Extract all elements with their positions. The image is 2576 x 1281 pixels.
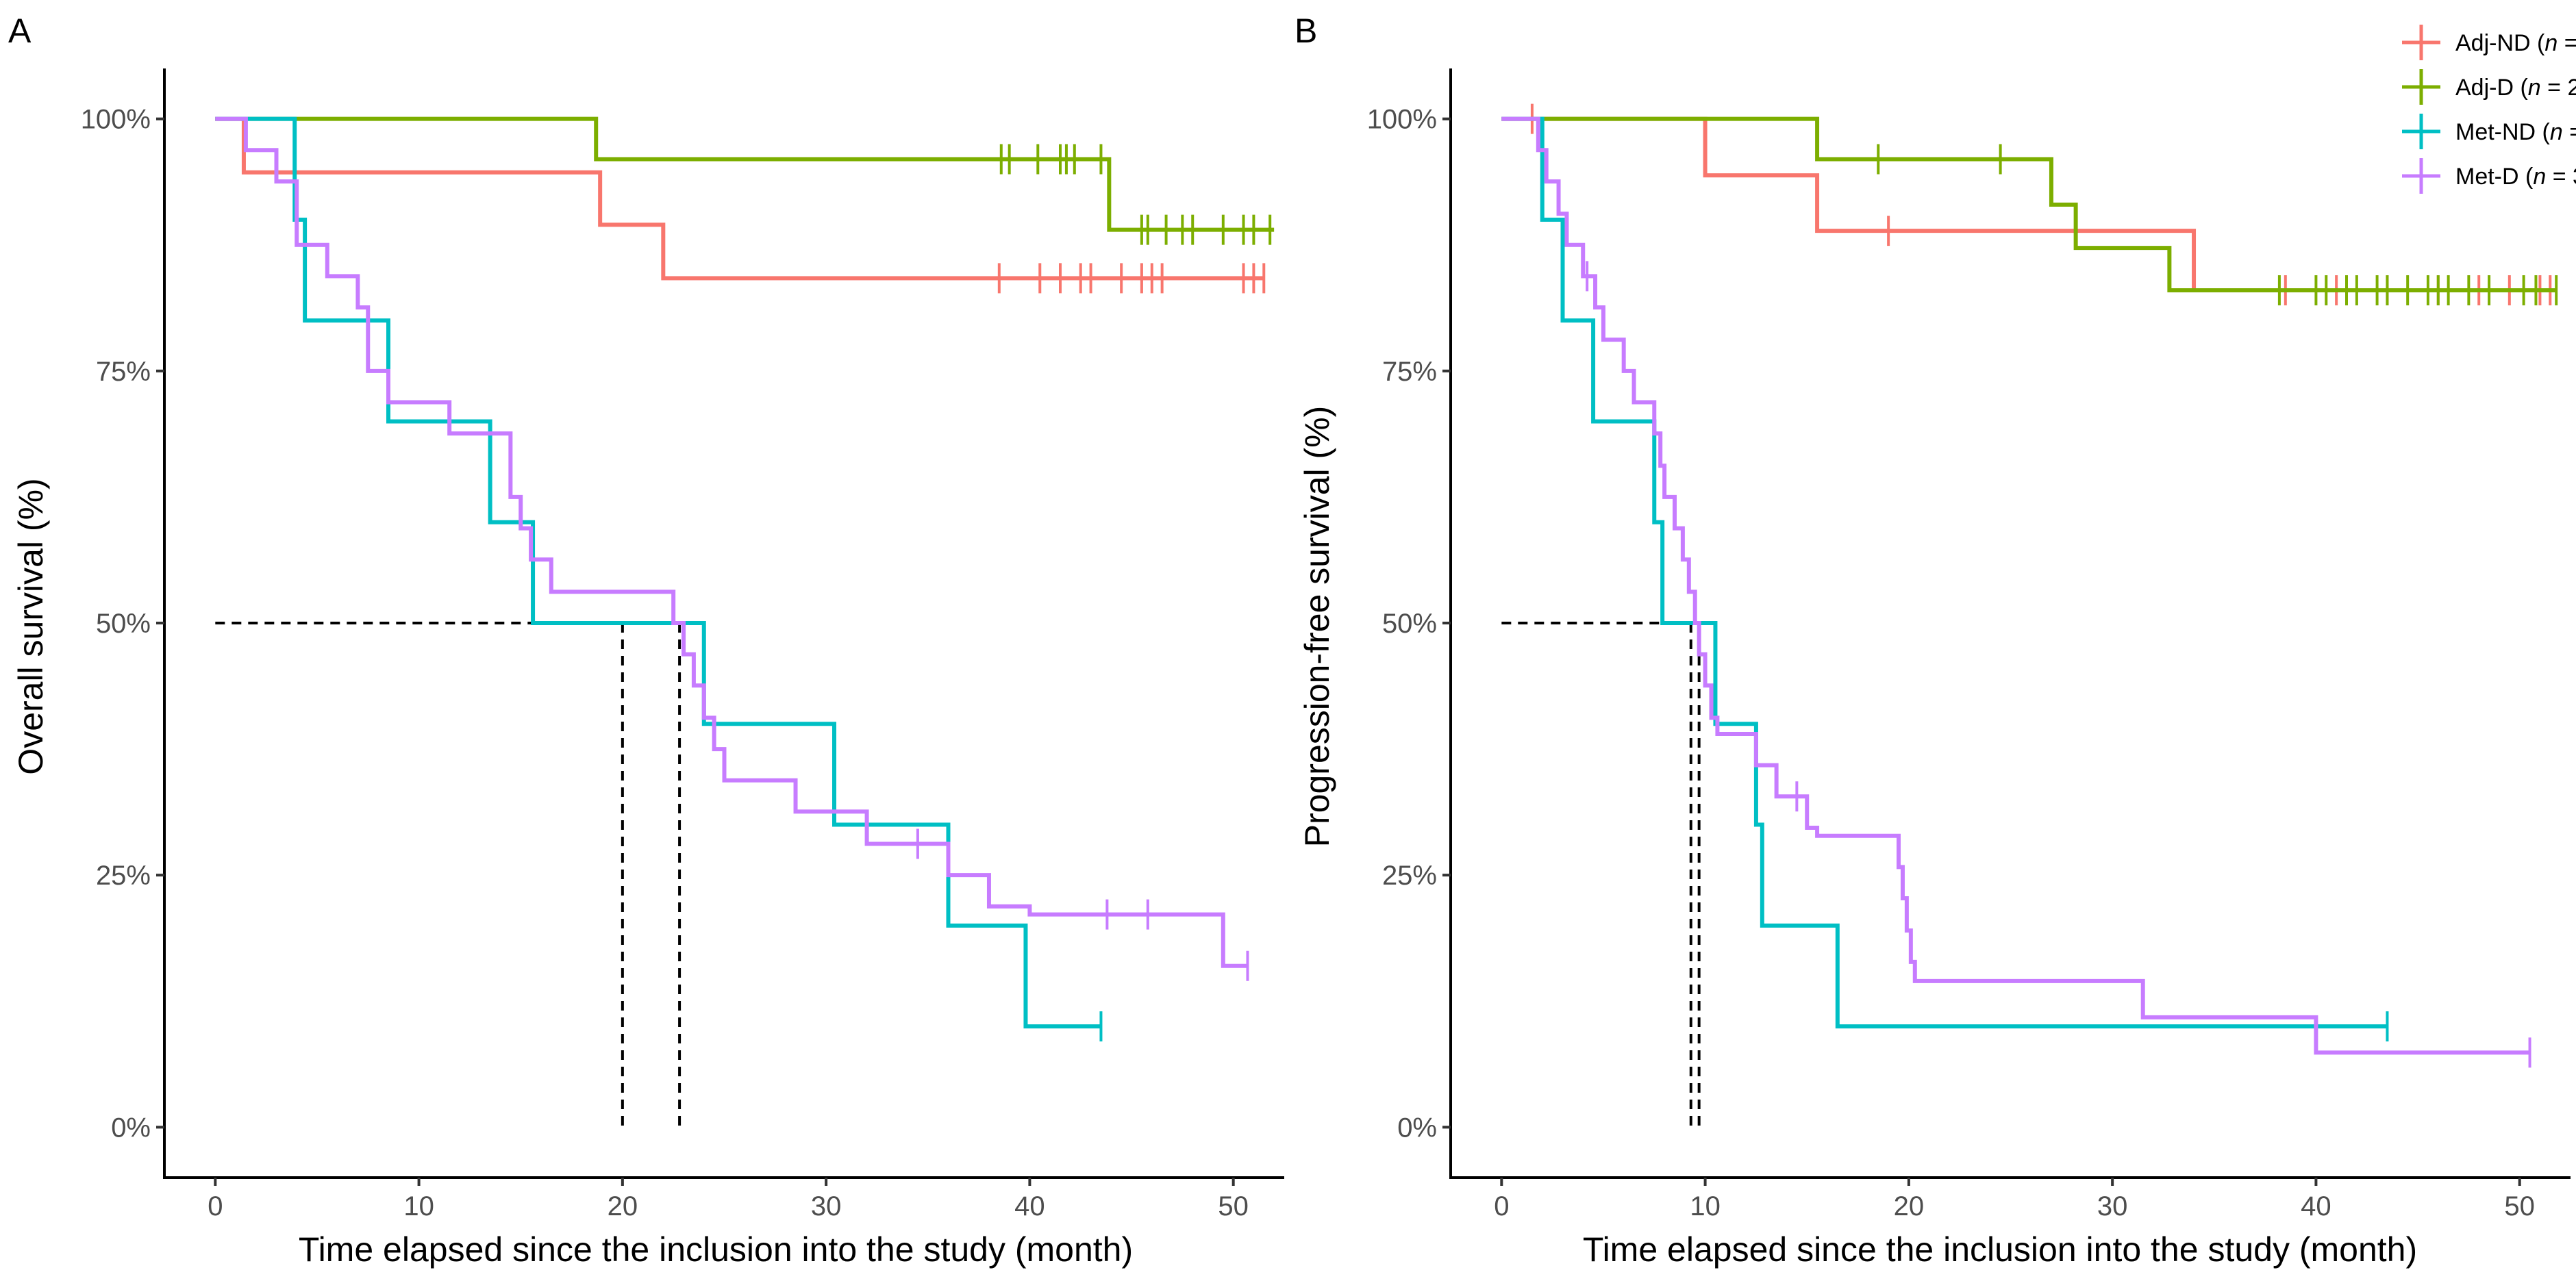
panel-a-y-axis-title: Overall survival (%) (12, 478, 50, 774)
panel-a-letter: A (8, 12, 32, 50)
panel-b-y-tick-label: 25% (1382, 861, 1437, 891)
panel-b-x-tick-label: 20 (1894, 1191, 1925, 1221)
panel-a-curve-met-d (215, 116, 1248, 968)
panel-b-curve-adj-nd (1501, 116, 2551, 292)
panel-b-curve-met-d (1501, 116, 2530, 1055)
panel-a-curve-adj-nd (215, 116, 1264, 281)
panel-a-x-tick-label: 30 (811, 1191, 842, 1221)
legend-entry-label: Adj-D (n = 25) (2455, 75, 2576, 101)
panel-a-plot: 0% 25% 50% 75% 100% 0 10 20 30 40 50 (81, 68, 1284, 1221)
panel-b-x-axis-title: Time elapsed since the inclusion into th… (1583, 1230, 2417, 1269)
panel-a-x-tick-label: 10 (403, 1191, 434, 1221)
panel-a-axes (163, 68, 1284, 1179)
panel-b-y-tick-label: 75% (1382, 357, 1437, 387)
panel-b-x-tick-label: 50 (2504, 1191, 2535, 1221)
panel-b-y-tick-label: 100% (1367, 105, 1437, 135)
legend-entry-label: Met-D (n = 32) (2455, 164, 2576, 190)
panel-b-x-tick-label: 30 (2097, 1191, 2128, 1221)
panel-a-curve-met-nd (215, 116, 1101, 1029)
panel-a-y-tick-label: 25% (96, 861, 151, 891)
panel-a-y-tick-label: 50% (96, 609, 151, 639)
panel-a-x-axis-title: Time elapsed since the inclusion into th… (299, 1230, 1133, 1269)
legend-entry-label: Adj-ND (n = 19) (2455, 30, 2576, 56)
panel-a-y-tick-label: 100% (81, 105, 151, 135)
panel-b-curve-adj-d (1501, 116, 2557, 292)
panel-a-y-tick-label: 0% (111, 1113, 151, 1143)
panel-a-x-tick-label: 40 (1014, 1191, 1045, 1221)
panel-b-letter: B (1295, 12, 1317, 50)
panel-b-y-axis-title: Progression-free survival (%) (1298, 406, 1336, 848)
panel-a-curve-adj-d (215, 116, 1275, 232)
panel-b-plot: 0% 25% 50% 75% 100% 0 10 20 30 40 50 (1367, 68, 2571, 1221)
panel-b-x-tick-label: 0 (1494, 1191, 1509, 1221)
panel-a-x-tick-label: 50 (1218, 1191, 1249, 1221)
panel-b-curve-met-nd (1501, 116, 2388, 1029)
panel-a-x-tick-label: 0 (208, 1191, 223, 1221)
legend: Adj-ND (n = 19) Adj-D (n = 25) Met-ND (n =… (2402, 25, 2576, 194)
panel-a-x-tick-label: 20 (608, 1191, 638, 1221)
panel-b-axes (1449, 68, 2571, 1179)
panel-b-y-tick-label: 0% (1397, 1113, 1437, 1143)
panel-b-x-tick-label: 40 (2301, 1191, 2331, 1221)
panel-b-x-tick-label: 10 (1690, 1191, 1721, 1221)
panel-a-y-tick-label: 75% (96, 357, 151, 387)
legend-entry-label: Met-ND (n = 10) (2455, 119, 2576, 145)
panel-b-y-tick-label: 50% (1382, 609, 1437, 639)
